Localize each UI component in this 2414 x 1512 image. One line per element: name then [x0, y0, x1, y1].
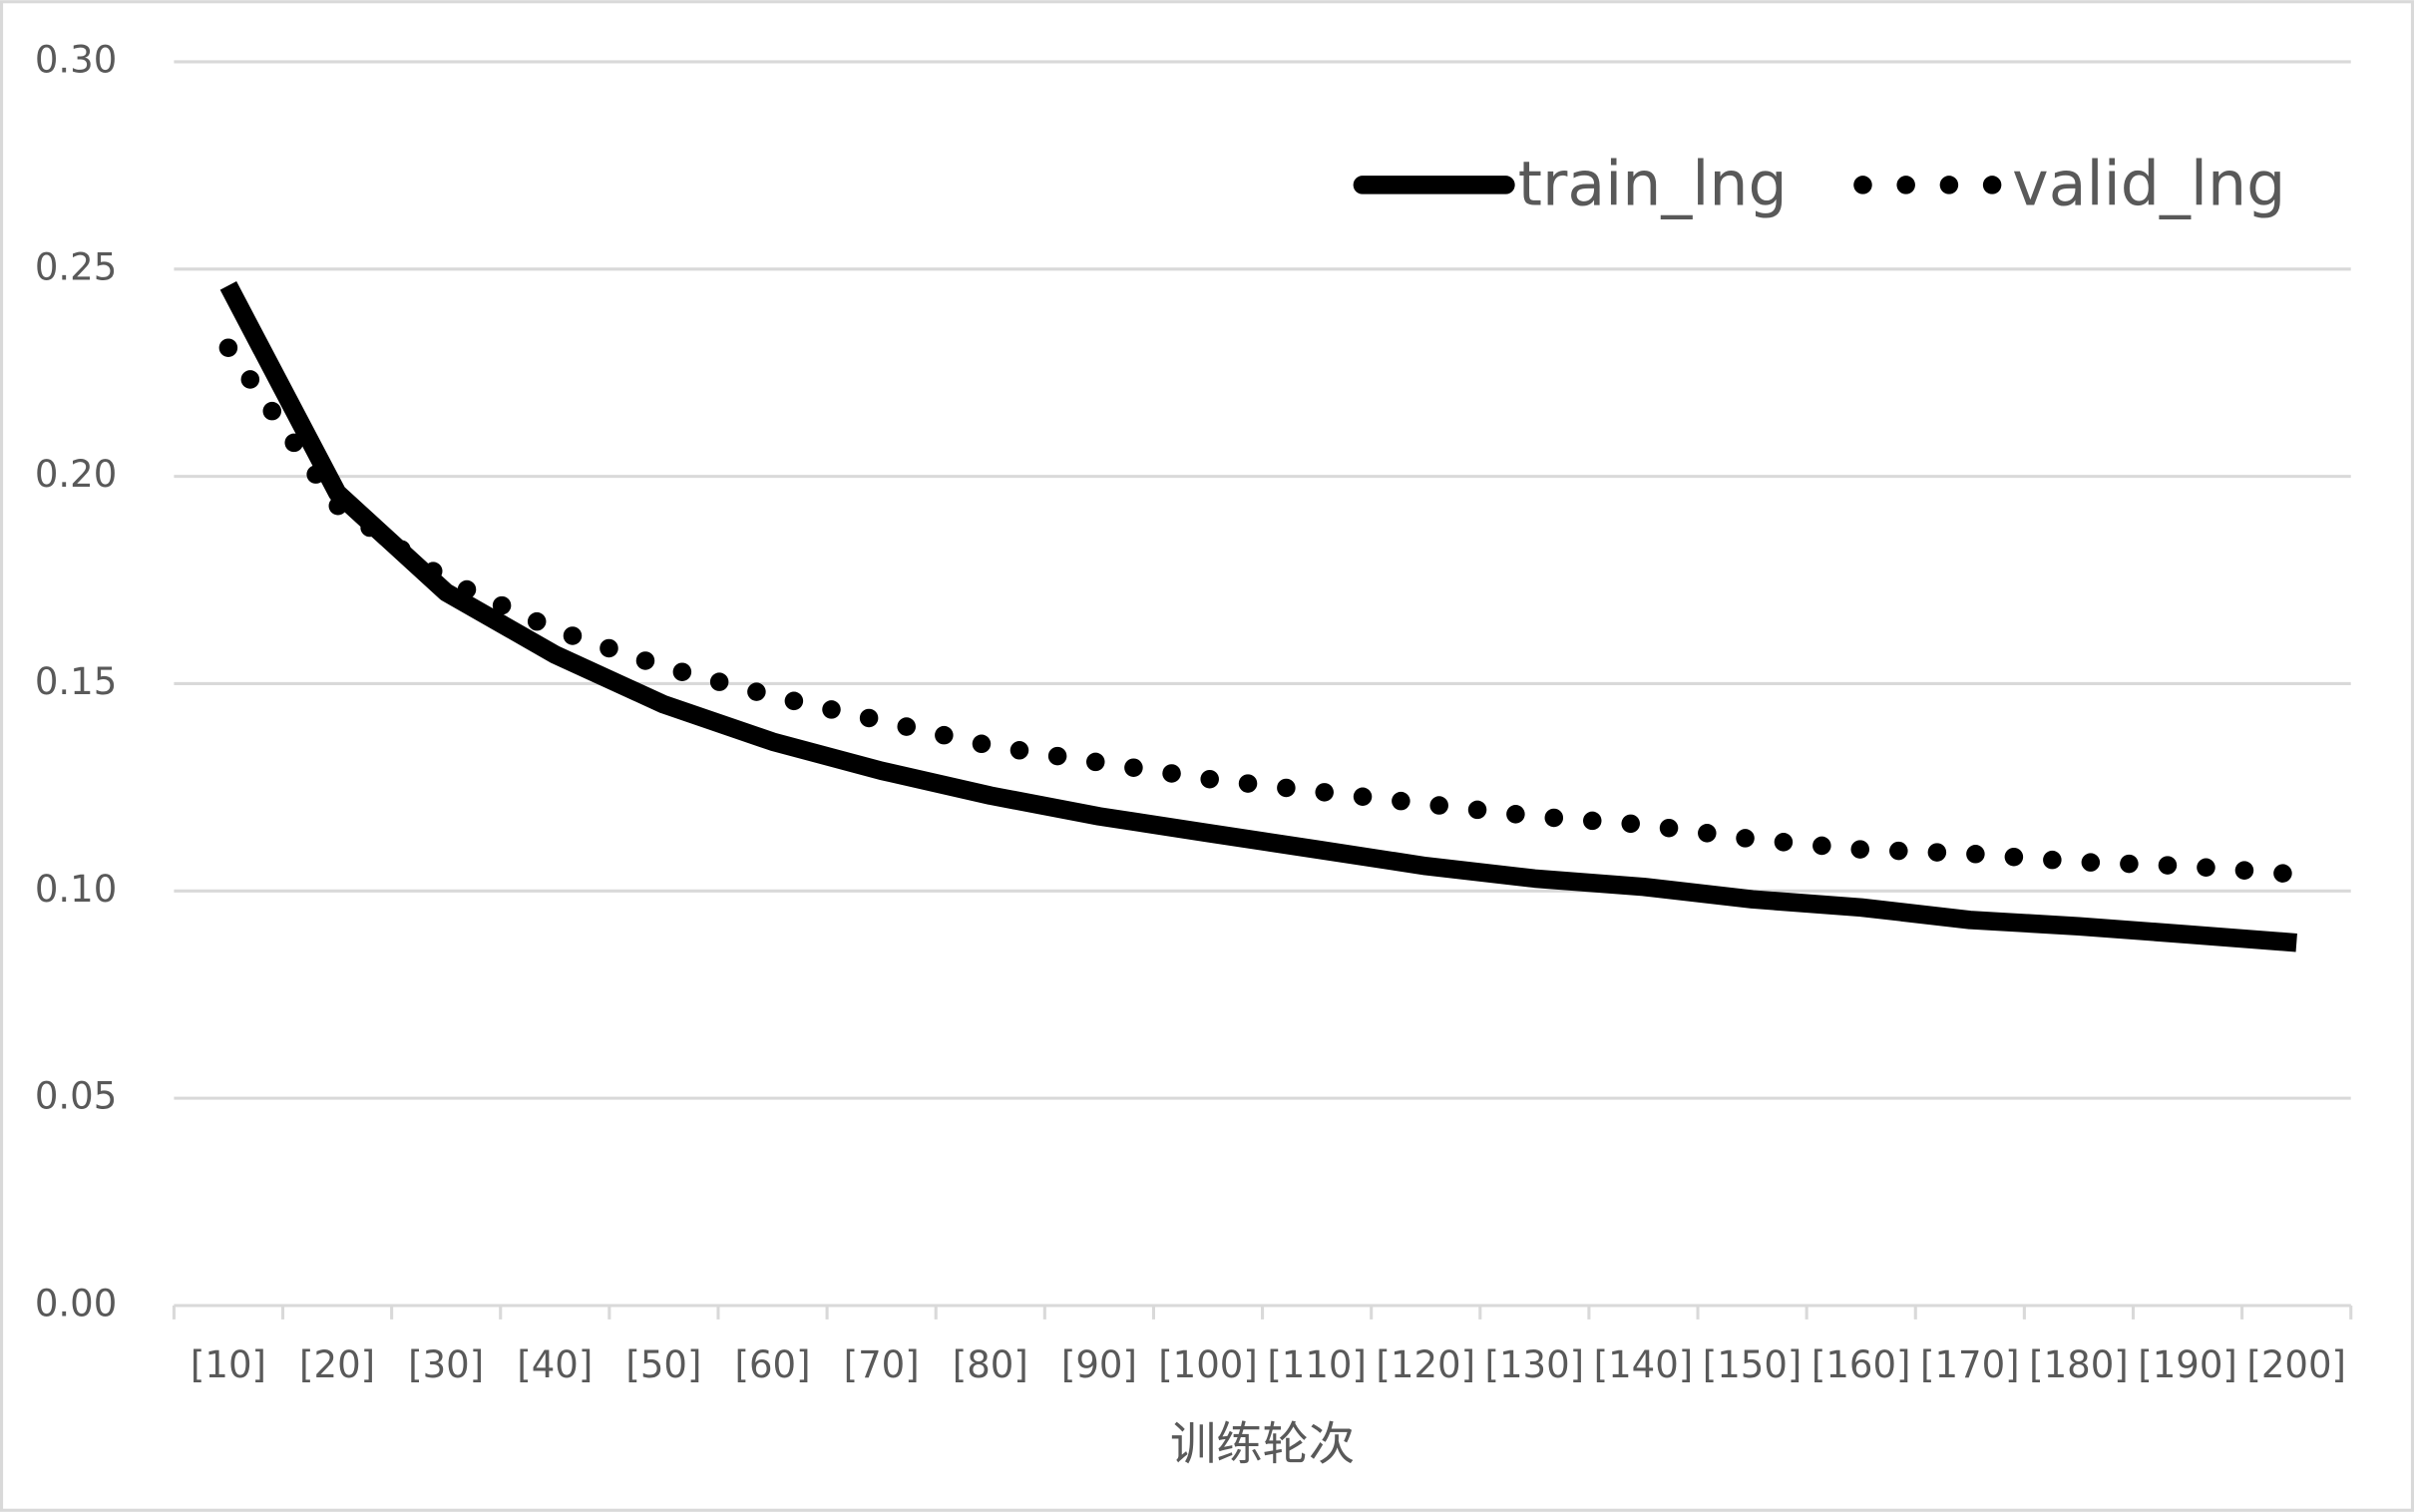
legend-label: valid_lng	[2012, 149, 2285, 220]
x-axis-title: 训练轮次	[1170, 1416, 1355, 1470]
series-line	[218, 338, 2306, 884]
y-tick-label: 0.10	[35, 868, 117, 911]
x-tick-label: [40]	[517, 1343, 593, 1386]
y-tick-label: 0.30	[35, 38, 117, 81]
x-tick-label: [80]	[953, 1343, 1028, 1386]
x-tick-label: [170]	[1920, 1343, 2020, 1386]
x-tick-label: [60]	[735, 1343, 811, 1386]
y-tick-label: 0.15	[35, 660, 117, 703]
x-tick-label: [200]	[2246, 1343, 2346, 1386]
x-tick-label: [90]	[1061, 1343, 1137, 1386]
x-tick-label: [30]	[408, 1343, 484, 1386]
x-tick-label: [140]	[1594, 1343, 1694, 1386]
x-tick-label: [100]	[1158, 1343, 1258, 1386]
x-tick-label: [160]	[1811, 1343, 1911, 1386]
x-tick-label: [110]	[1267, 1343, 1367, 1386]
x-tick-label: [10]	[191, 1343, 266, 1386]
x-tick-label: [70]	[844, 1343, 920, 1386]
x-tick-label: [50]	[625, 1343, 701, 1386]
x-tick-label: [120]	[1376, 1343, 1475, 1386]
legend-label: train_lng	[1518, 149, 1788, 220]
y-tick-label: 0.00	[35, 1282, 117, 1324]
x-tick-label: [190]	[2138, 1343, 2237, 1386]
y-tick-label: 0.05	[35, 1075, 117, 1118]
x-tick-label: [150]	[1703, 1343, 1803, 1386]
series-line	[219, 281, 2297, 952]
x-tick-label: [180]	[2029, 1343, 2129, 1386]
x-tick-label: [130]	[1485, 1343, 1585, 1386]
y-tick-label: 0.25	[35, 245, 117, 288]
y-tick-label: 0.20	[35, 453, 117, 496]
x-tick-label: [20]	[299, 1343, 375, 1386]
